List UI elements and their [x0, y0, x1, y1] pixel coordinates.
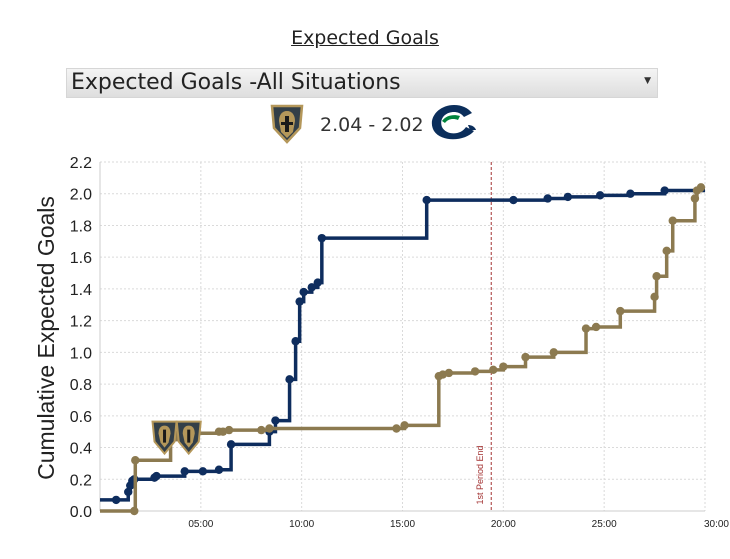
- vgk-data-point: [668, 216, 677, 225]
- vgk-data-point: [499, 362, 508, 371]
- y-tick-label: 1.0: [70, 345, 92, 362]
- van-data-point: [317, 233, 327, 243]
- metric-select[interactable]: Expected Goals -All Situations ▼: [66, 68, 658, 98]
- y-tick-label: 1.4: [70, 282, 92, 299]
- y-tick-label: 2.2: [70, 155, 92, 172]
- van-data-point: [422, 195, 431, 205]
- vgk-data-point: [265, 424, 274, 433]
- vgk-data-point: [650, 292, 659, 302]
- van-data-point: [509, 195, 518, 205]
- x-tick-label: 30:00: [704, 519, 729, 530]
- van-data-point: [563, 192, 573, 202]
- vgk-data-point: [662, 246, 671, 256]
- chart-axes: 0.0 0.2 0.4 0.6 0.8 1.0 1.2 1.4 1.6 1.8 2.0 2.2 05:0…: [70, 155, 730, 530]
- vgk-data-point: [591, 322, 601, 332]
- van-data-point: [313, 278, 322, 287]
- chart-goal-markers: [151, 420, 202, 456]
- vgk-data-point: [549, 348, 558, 357]
- van-data-point: [226, 440, 236, 449]
- vgk-data-point: [652, 272, 661, 281]
- x-tick-label: 05:00: [188, 519, 213, 530]
- goal-marker-icon: [175, 420, 202, 456]
- y-tick-label: 0.6: [70, 409, 92, 426]
- vgk-data-point: [581, 324, 591, 333]
- van-data-point: [660, 186, 669, 195]
- chart-annotations: 1st Period End: [475, 162, 492, 511]
- chart-grid: [100, 161, 706, 512]
- vgk-data-point: [521, 352, 530, 362]
- goal-marker-visor: [163, 429, 167, 443]
- van-data-point: [124, 487, 133, 497]
- van-data-point: [152, 471, 161, 481]
- vgk-data-point: [392, 424, 401, 433]
- vgk-data-point: [489, 365, 498, 375]
- van-data-point: [180, 467, 189, 476]
- y-tick-label: 2.0: [70, 187, 92, 204]
- y-tick-label: 0.0: [70, 504, 92, 521]
- van-data-point: [295, 297, 304, 306]
- period-end-label: 1st Period End: [475, 445, 485, 504]
- van-data-point: [111, 495, 121, 505]
- van-series-line: [100, 188, 705, 502]
- y-tick-label: 0.2: [70, 472, 92, 489]
- van-data-point: [307, 283, 316, 292]
- score-row: 2.04 - 2.02: [0, 102, 730, 146]
- van-data-point: [291, 337, 300, 346]
- van-data-point: [271, 416, 280, 425]
- score-text: 2.04 - 2.02: [320, 114, 424, 136]
- van-data-point: [214, 465, 224, 474]
- x-tick-label: 15:00: [390, 519, 415, 530]
- van-data-point: [299, 287, 308, 297]
- x-tick-label: 25:00: [592, 519, 617, 530]
- goal-marker-icon: [151, 420, 178, 456]
- y-tick-label: 0.4: [70, 441, 92, 458]
- van-data-point: [626, 189, 635, 198]
- vgk-data-point: [696, 183, 706, 192]
- vgk-data-point: [400, 421, 409, 430]
- vgk-data-point: [257, 425, 266, 435]
- vancouver-canucks-logo-icon: [431, 105, 476, 140]
- x-tick-label: 20:00: [491, 519, 516, 530]
- van-data-point: [285, 375, 294, 384]
- page-title: Expected Goals: [291, 27, 439, 49]
- vgk-series-line: [100, 187, 703, 513]
- vgk-data-point: [690, 194, 700, 203]
- metric-select-value: Expected Goals -All Situations: [71, 70, 401, 95]
- vegas-golden-knights-logo-icon: [270, 104, 304, 144]
- vgk-data-point: [131, 456, 140, 465]
- van-data-point: [198, 467, 208, 476]
- y-tick-label: 1.6: [70, 250, 92, 267]
- vgk-data-point: [444, 368, 454, 378]
- chevron-down-icon: ▼: [644, 76, 651, 86]
- y-tick-label: 1.8: [70, 218, 92, 235]
- x-tick-label: 10:00: [289, 519, 314, 530]
- vgk-data-point: [470, 367, 480, 376]
- y-tick-label: 0.8: [70, 377, 92, 394]
- y-tick-label: 1.2: [70, 314, 92, 331]
- vgk-data-point: [130, 506, 139, 516]
- goal-marker-visor: [187, 429, 191, 443]
- vgk-data-point: [616, 306, 625, 316]
- chart-series: [100, 183, 706, 516]
- y-axis-label: Cumulative Expected Goals: [33, 196, 59, 480]
- vgk-data-point: [224, 425, 234, 435]
- van-data-point: [543, 194, 552, 203]
- van-data-point: [595, 191, 605, 200]
